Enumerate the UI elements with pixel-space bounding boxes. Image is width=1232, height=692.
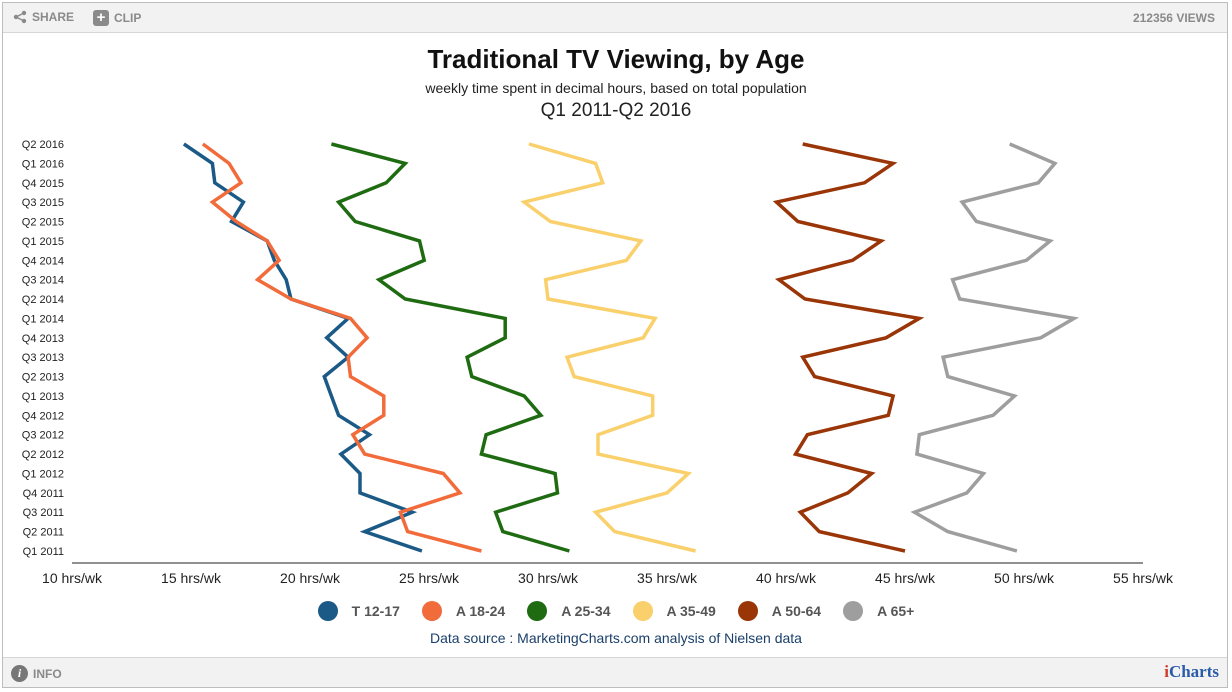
series-line-a-65- bbox=[910, 142, 1080, 553]
share-label: SHARE bbox=[32, 10, 75, 24]
x-tick-label: 40 hrs/wk bbox=[756, 570, 817, 586]
legend-label: A 35-49 bbox=[666, 603, 716, 619]
series-line-t-12-17 bbox=[182, 142, 423, 553]
legend-label: A 25-34 bbox=[561, 603, 611, 619]
y-tick-label: Q1 2011 bbox=[23, 546, 64, 558]
y-tick-label: Q1 2016 bbox=[22, 158, 64, 170]
views-count: 212356 VIEWS bbox=[1132, 11, 1215, 25]
y-tick-label: Q2 2012 bbox=[22, 449, 64, 461]
y-tick-label: Q3 2013 bbox=[22, 352, 64, 364]
legend-item[interactable]: A 50-64 bbox=[737, 601, 822, 621]
y-tick-label: Q1 2013 bbox=[22, 391, 64, 403]
y-tick-label: Q4 2012 bbox=[22, 410, 64, 422]
series-line-a-35-49 bbox=[520, 142, 697, 553]
legend-item[interactable]: T 12-17 bbox=[317, 601, 400, 621]
brand-logo[interactable]: iCharts bbox=[1164, 662, 1219, 682]
x-tick-label: 20 hrs/wk bbox=[280, 570, 341, 586]
y-tick-label: Q3 2011 bbox=[23, 507, 64, 519]
y-tick-label: Q3 2012 bbox=[22, 430, 64, 442]
y-tick-label: Q3 2014 bbox=[22, 275, 64, 287]
legend-item[interactable]: A 65+ bbox=[843, 601, 914, 621]
series-line-a-25-34 bbox=[330, 142, 570, 553]
legend-item[interactable]: A 35-49 bbox=[632, 601, 716, 621]
top-toolbar: SHARE + CLIP 212356 VIEWS bbox=[3, 3, 1227, 33]
legend-label: A 18-24 bbox=[455, 603, 506, 619]
y-tick-label: Q3 2015 bbox=[22, 197, 64, 209]
brand-logo-text: Charts bbox=[1168, 662, 1219, 681]
legend-swatch bbox=[421, 601, 442, 621]
y-tick-label: Q4 2015 bbox=[22, 178, 64, 190]
legend-label: A 65+ bbox=[877, 603, 915, 619]
legend-label: T 12-17 bbox=[351, 603, 400, 619]
legend-swatch bbox=[317, 601, 338, 621]
x-tick-label: 30 hrs/wk bbox=[518, 570, 579, 586]
x-tick-label: 45 hrs/wk bbox=[875, 570, 936, 586]
y-tick-label: Q2 2013 bbox=[22, 372, 64, 384]
legend-item[interactable]: A 18-24 bbox=[421, 601, 506, 621]
legend-swatch bbox=[632, 601, 653, 621]
x-tick-label: 55 hrs/wk bbox=[1113, 570, 1174, 586]
y-tick-label: Q4 2011 bbox=[23, 488, 64, 500]
legend-item[interactable]: A 25-34 bbox=[527, 601, 611, 621]
legend-swatch bbox=[843, 601, 864, 621]
y-tick-label: Q1 2014 bbox=[22, 313, 64, 325]
share-icon bbox=[13, 10, 27, 24]
x-tick-label: 50 hrs/wk bbox=[994, 570, 1055, 586]
y-tick-label: Q1 2012 bbox=[22, 468, 64, 480]
y-tick-label: Q4 2013 bbox=[22, 333, 64, 345]
legend-swatch bbox=[527, 601, 548, 621]
legend: T 12-17 A 18-24 A 25-34 A 35-49 A 50-64 A 65+ bbox=[0, 601, 1232, 621]
plus-icon: + bbox=[93, 10, 109, 26]
y-tick-label: Q2 2015 bbox=[22, 217, 64, 229]
chart-title: Traditional TV Viewing, by Age bbox=[427, 44, 805, 74]
chart-date-range: Q1 2011-Q2 2016 bbox=[540, 100, 692, 121]
clip-button[interactable]: + CLIP bbox=[93, 10, 141, 26]
y-tick-label: Q2 2016 bbox=[22, 139, 64, 151]
brand-logo-i: i bbox=[1164, 662, 1169, 681]
x-tick-label: 35 hrs/wk bbox=[637, 570, 698, 586]
info-icon: i bbox=[11, 665, 28, 682]
series-line-a-50-64 bbox=[772, 142, 925, 553]
x-tick-label: 25 hrs/wk bbox=[399, 570, 460, 586]
legend-label: A 50-64 bbox=[771, 603, 822, 619]
x-tick-label: 10 hrs/wk bbox=[42, 570, 103, 586]
y-tick-label: Q1 2015 bbox=[22, 236, 64, 248]
series-line-a-18-24 bbox=[201, 142, 482, 553]
y-tick-label: Q2 2011 bbox=[23, 527, 64, 539]
y-tick-label: Q4 2014 bbox=[22, 255, 64, 267]
x-tick-label: 15 hrs/wk bbox=[161, 570, 222, 586]
info-label: INFO bbox=[33, 666, 62, 681]
legend-swatch bbox=[737, 601, 758, 621]
data-source: Data source : MarketingCharts.com analys… bbox=[430, 630, 802, 646]
y-tick-label: Q2 2014 bbox=[22, 294, 64, 306]
info-button[interactable]: i INFO bbox=[11, 665, 62, 682]
bottom-toolbar: i INFO iCharts bbox=[3, 657, 1227, 687]
clip-label: CLIP bbox=[114, 11, 142, 25]
share-button[interactable]: SHARE bbox=[13, 10, 74, 24]
chart-subtitle: weekly time spent in decimal hours, base… bbox=[425, 80, 807, 96]
